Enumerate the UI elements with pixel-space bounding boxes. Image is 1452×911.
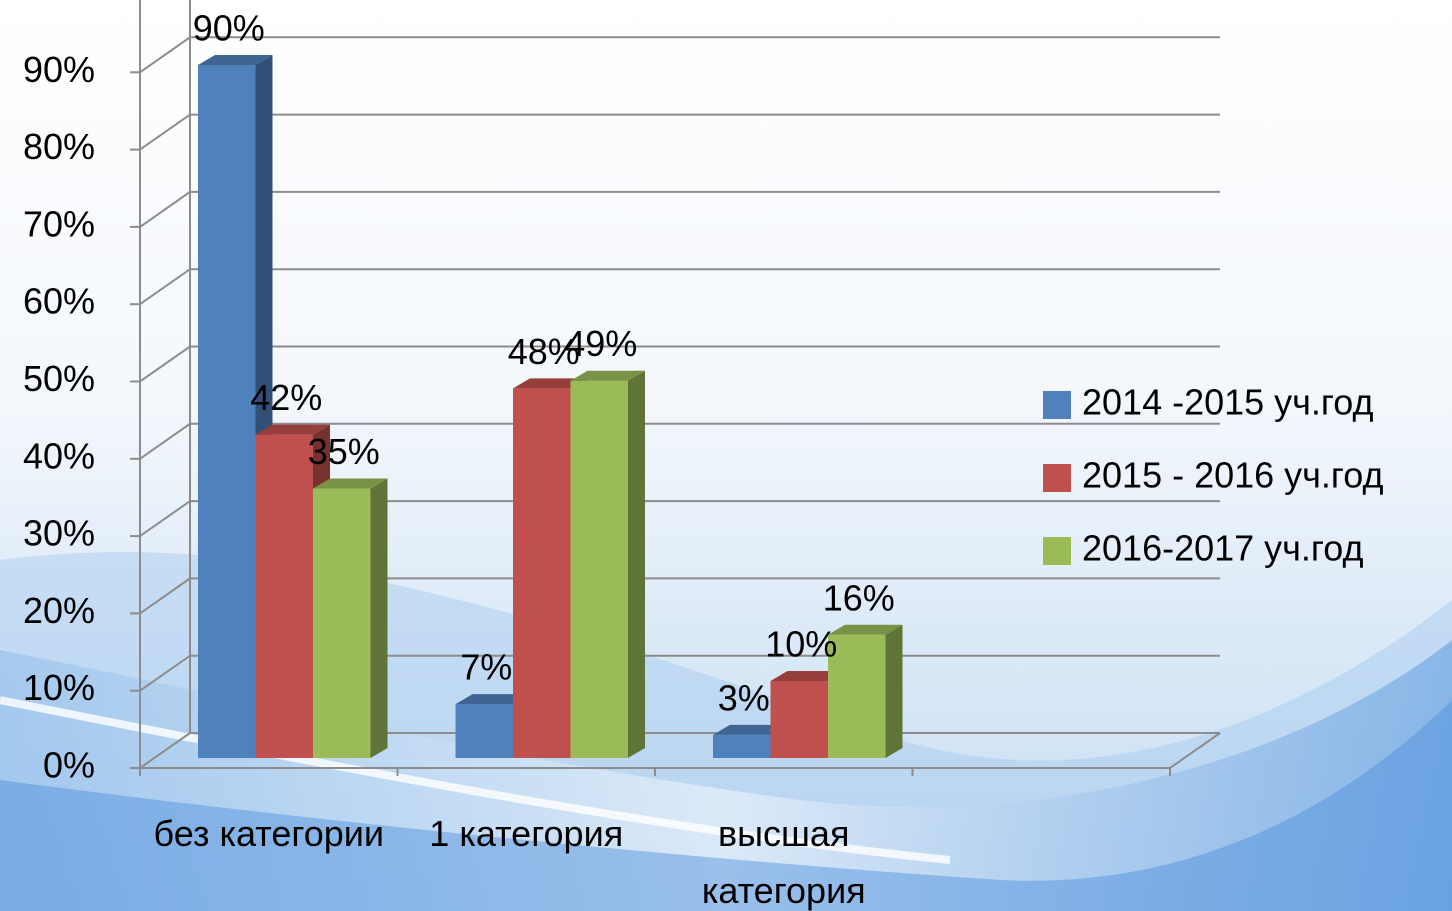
bar [571,371,646,758]
data-label: 90% [193,8,265,49]
bars: 90%42%35%7%48%49%3%10%16% [193,8,903,758]
slide: 0% 10% 20% 30% 40% 50% 60% 70% 80% 90% 90% 42% 35% 7… [0,0,1452,911]
y-tick-label: 60% [23,281,95,322]
bar [313,479,388,759]
bar [828,625,903,758]
legend-swatch [1043,464,1071,492]
bar-front [513,388,571,758]
chart: 0% 10% 20% 30% 40% 50% 60% 70% 80% 90% 90% 42% 35% 7… [0,0,1452,911]
bar-front [456,704,514,758]
legend-label: 2016-2017 уч.год [1082,528,1364,569]
grid-line [140,192,1220,227]
bar-front [198,65,256,758]
grid-line [140,115,1220,150]
x-tick-label: без категории [149,805,389,862]
bar-side [886,625,903,758]
bar-front [256,435,314,758]
data-label: 42% [250,377,322,418]
data-label: 49% [565,323,637,364]
bar-front [713,735,771,758]
bar-front [571,381,629,758]
x-tick-label: высшая категория [664,805,904,911]
y-tick-label: 70% [23,203,95,244]
data-label: 10% [765,624,837,665]
legend-swatch [1043,391,1071,419]
y-tick-label: 90% [23,49,95,90]
y-tick-label: 50% [23,358,95,399]
bar-front [771,681,829,758]
legend-label: 2015 - 2016 уч.год [1082,455,1384,496]
data-label: 16% [823,577,895,618]
bar-front [313,489,371,759]
x-tick-label: 1 категория [406,805,646,862]
y-tick-label: 20% [23,590,95,631]
y-tick-label: 10% [23,667,95,708]
bar-side [371,479,388,759]
data-label: 3% [718,677,770,718]
grid-line [140,37,1220,72]
legend-label: 2014 -2015 уч.год [1082,382,1374,423]
y-tick-label: 30% [23,513,95,554]
bar-side [628,371,645,758]
grid-line [140,269,1220,304]
legend-swatch [1043,537,1071,565]
data-label: 7% [460,647,512,688]
y-tick-label: 80% [23,126,95,167]
data-label: 35% [308,431,380,472]
y-tick-label: 0% [43,745,95,786]
y-tick-label: 40% [23,435,95,476]
